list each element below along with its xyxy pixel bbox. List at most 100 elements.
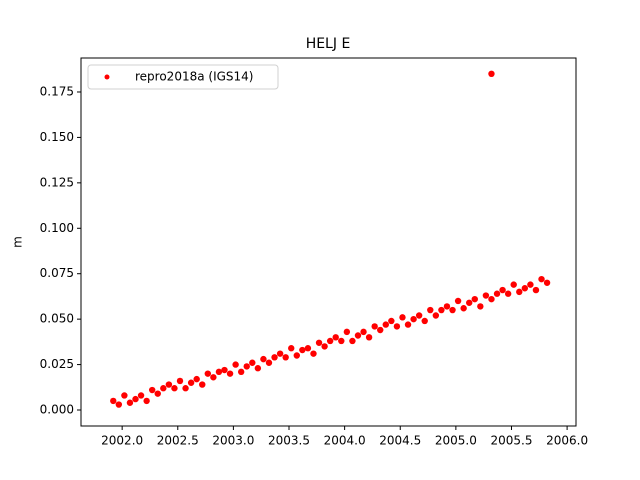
point [304, 345, 312, 352]
point [438, 306, 445, 314]
point [393, 323, 401, 330]
point [415, 312, 423, 319]
point [477, 303, 484, 310]
point [187, 379, 195, 386]
point [126, 399, 134, 406]
point [288, 345, 295, 352]
plot-frame [80, 57, 577, 427]
point [132, 395, 139, 403]
point [382, 321, 389, 328]
y-tick-label: 0.075 [40, 266, 74, 280]
y-axis-label: m [11, 236, 25, 248]
point [293, 352, 300, 359]
point [171, 385, 178, 392]
point [488, 295, 495, 303]
point [176, 377, 184, 385]
point [432, 312, 440, 319]
point [148, 386, 156, 394]
point [538, 275, 545, 283]
point [527, 281, 534, 288]
point [454, 297, 462, 305]
x-tick-label: 2002.5 [157, 434, 199, 448]
point [137, 392, 145, 399]
point [310, 350, 317, 357]
point [482, 292, 490, 299]
legend-box [87, 64, 279, 90]
y-tick-label: 0.125 [40, 175, 74, 189]
point [160, 385, 167, 392]
y-tick-label: 0.175 [40, 84, 74, 98]
point [154, 390, 161, 397]
point [276, 350, 284, 357]
point [371, 323, 378, 330]
point [543, 279, 551, 286]
point [499, 286, 506, 294]
point [321, 343, 328, 350]
point [365, 334, 373, 341]
point [449, 306, 456, 314]
point [338, 337, 345, 345]
chart-title: HELJ E [306, 36, 351, 52]
point [326, 337, 334, 345]
point [354, 332, 362, 339]
point [237, 368, 245, 376]
point [460, 305, 467, 312]
point [221, 366, 228, 374]
point [493, 290, 501, 297]
point [115, 401, 123, 408]
point [199, 381, 206, 388]
point [360, 328, 367, 336]
y-tick-label: 0.150 [40, 130, 74, 144]
point [204, 370, 212, 377]
point [271, 354, 278, 361]
x-tick-label: 2003.0 [212, 434, 254, 448]
point [399, 314, 406, 321]
point [427, 306, 434, 314]
point [165, 381, 173, 388]
point [315, 339, 323, 346]
point [471, 295, 478, 303]
point [349, 337, 356, 345]
point [404, 321, 412, 328]
point [210, 374, 217, 381]
legend-label: repro2018a (IGS14) [135, 70, 253, 84]
legend-marker [104, 74, 110, 80]
point [215, 368, 223, 376]
point [521, 285, 529, 292]
x-tick-label: 2005.5 [490, 434, 532, 448]
y-tick-label: 0.100 [40, 221, 74, 235]
point [504, 290, 512, 297]
point [193, 375, 200, 383]
point [110, 397, 117, 405]
x-tick-label: 2004.0 [324, 434, 366, 448]
point [377, 326, 384, 334]
x-tick-label: 2003.5 [268, 434, 310, 448]
point [332, 334, 339, 341]
point [510, 281, 517, 288]
point [388, 317, 395, 325]
y-tick-label: 0.025 [40, 357, 74, 371]
point [143, 397, 150, 405]
point [299, 346, 306, 354]
point [282, 354, 289, 361]
x-tick-label: 2005.0 [435, 434, 477, 448]
point [343, 328, 351, 336]
x-tick-label: 2006.0 [546, 434, 588, 448]
point [488, 70, 495, 78]
point [260, 355, 267, 363]
point [243, 363, 250, 370]
point [265, 359, 273, 366]
point [232, 361, 239, 368]
point [532, 286, 540, 294]
x-tick-label: 2004.5 [379, 434, 421, 448]
y-tick-label: 0.050 [40, 312, 74, 326]
y-tick-label: 0.000 [40, 403, 74, 417]
point [182, 385, 189, 392]
point [410, 315, 417, 323]
x-tick-label: 2002.0 [101, 434, 143, 448]
point [226, 370, 234, 377]
point [254, 365, 262, 372]
point [421, 317, 428, 325]
point [121, 392, 128, 399]
